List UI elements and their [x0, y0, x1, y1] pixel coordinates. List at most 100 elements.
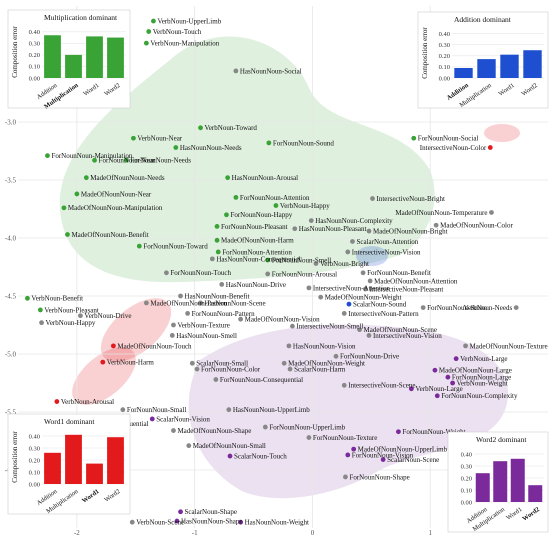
data-point — [487, 145, 493, 150]
point-label: HasNounNoun-Pleasant — [299, 225, 367, 233]
inset-bar — [500, 54, 519, 78]
x-tick-label: 0 — [311, 529, 315, 537]
inset-y-tick-label: 0.00 — [439, 75, 450, 82]
inset-y-tick-label: 0.00 — [461, 499, 472, 506]
data-point — [432, 367, 438, 373]
data-point — [37, 307, 43, 313]
inset-y-tick-label: 0.10 — [29, 64, 40, 71]
point-label: IntersectiveNoun-Vision — [373, 332, 442, 340]
point-label: ForNounNoun-Toward — [143, 243, 208, 251]
inset-y-tick-label: 0.40 — [29, 29, 40, 36]
data-point — [287, 366, 293, 372]
point-label: ScalarNoun-Touch — [234, 452, 287, 460]
inset-title: Multiplication dominant — [44, 13, 118, 22]
x-tick-label: -1 — [192, 529, 198, 537]
data-point — [194, 366, 200, 372]
point-label: ForNounNoun-Pattern — [192, 310, 255, 318]
point-label: ForNounNoun-Sound — [273, 139, 335, 147]
data-point — [281, 360, 287, 366]
addition-cluster-region — [356, 246, 388, 266]
multiplication-cluster-region — [59, 36, 435, 283]
inset-bar — [510, 458, 525, 502]
data-point — [489, 210, 494, 215]
data-point — [453, 356, 459, 362]
inset-y-tick-label: 0.20 — [29, 52, 40, 59]
data-point — [225, 175, 231, 181]
point-label: MadeOfNounNoun-UpperLimb — [358, 446, 448, 454]
data-point — [313, 261, 319, 266]
data-point — [306, 435, 312, 440]
data-point — [262, 424, 268, 430]
point-label: ForNounNoun-Complexity — [441, 392, 518, 400]
data-point — [341, 311, 347, 316]
data-point — [146, 29, 152, 34]
point-label: ForNounNoun-Color — [201, 365, 261, 373]
data-point — [351, 446, 357, 452]
inset-y-tick-label: 0.30 — [439, 42, 450, 49]
point-label: ForNounNoun-Manipulation — [51, 152, 132, 160]
data-point — [209, 256, 215, 262]
x-tick-label: -2 — [74, 529, 80, 537]
point-label: VerbNoun-Pleasant — [44, 306, 98, 314]
point-label: HasNounNoun-Social — [240, 67, 302, 75]
point-label: ForNounNoun-Texture — [313, 434, 377, 442]
y-tick-label: -3.5 — [5, 177, 17, 185]
data-point — [178, 293, 183, 299]
data-point — [265, 257, 271, 263]
word1-cluster-region-bottom — [72, 347, 136, 405]
point-label: HasNounNoun-UpperLimb — [233, 406, 310, 414]
inset-y-tick-label: 0.40 — [461, 451, 472, 458]
data-point — [171, 428, 176, 433]
inset-title: Addition dominant — [454, 15, 512, 24]
data-point — [224, 212, 229, 218]
data-point — [445, 374, 451, 380]
data-point — [345, 249, 351, 255]
inset-bar — [65, 54, 82, 78]
point-label: VerbNoun-Large — [460, 355, 507, 363]
point-label: VerbNoun-Benefit — [31, 295, 83, 303]
data-point — [513, 305, 519, 310]
point-label: MadeOfNounNoun-Benefit — [71, 231, 148, 239]
inset-bar — [454, 68, 473, 78]
point-label: ForNounNoun-Attention — [240, 194, 310, 202]
point-label: VerbNoun-Arousal — [61, 398, 114, 406]
point-label: VerbNoun-Near — [137, 135, 182, 143]
data-point — [265, 271, 271, 277]
data-point — [370, 196, 375, 201]
data-point — [363, 286, 368, 292]
data-point — [171, 322, 176, 328]
point-label: ForNounNoun-Pleasant — [221, 223, 288, 231]
word1-cluster-region-right — [484, 124, 520, 142]
data-point — [227, 453, 233, 459]
point-label: ForNounNoun-Benefit — [367, 269, 431, 277]
point-label: ForNounNoun-Weight — [402, 428, 465, 436]
data-point — [54, 399, 60, 404]
data-point — [186, 443, 192, 449]
point-label: MadeOfNounNoun-Weight — [325, 294, 402, 302]
data-point — [189, 360, 195, 366]
point-label: ForNounNoun-Needs — [130, 157, 191, 165]
point-label: VerbNoun-Drive — [84, 312, 131, 320]
inset-title: Word2 dominant — [476, 435, 527, 444]
data-point — [100, 359, 106, 365]
inset-multiplication-dominant: Multiplication dominant Composition error… — [7, 9, 131, 111]
point-label: MadeOfNounNoun-Needs — [90, 174, 165, 182]
data-point — [350, 239, 355, 244]
data-point — [434, 393, 440, 399]
data-point — [173, 145, 179, 150]
data-point — [238, 316, 244, 322]
point-label: IntersectiveNoun-Pattern — [348, 310, 419, 318]
inset-word1-dominant: Word1 dominant Composition error 0.00 0.10 0… — [7, 413, 131, 515]
point-label: MadeOfNounNoun-Small — [193, 442, 266, 450]
point-label: HasNounNoun-Smell — [176, 332, 237, 340]
point-label: ForNounNoun-Vision — [352, 451, 414, 459]
inset-bar — [86, 36, 103, 78]
inset-bar — [107, 437, 124, 484]
point-label: ForNounNoun-Large — [452, 374, 511, 382]
inset-bar — [65, 434, 82, 484]
point-label: MadeOfNounNoun-Large — [439, 367, 512, 375]
point-label: ForNounNoun-Scene — [427, 304, 487, 312]
point-label: ForNounNoun-Smell — [272, 256, 332, 264]
